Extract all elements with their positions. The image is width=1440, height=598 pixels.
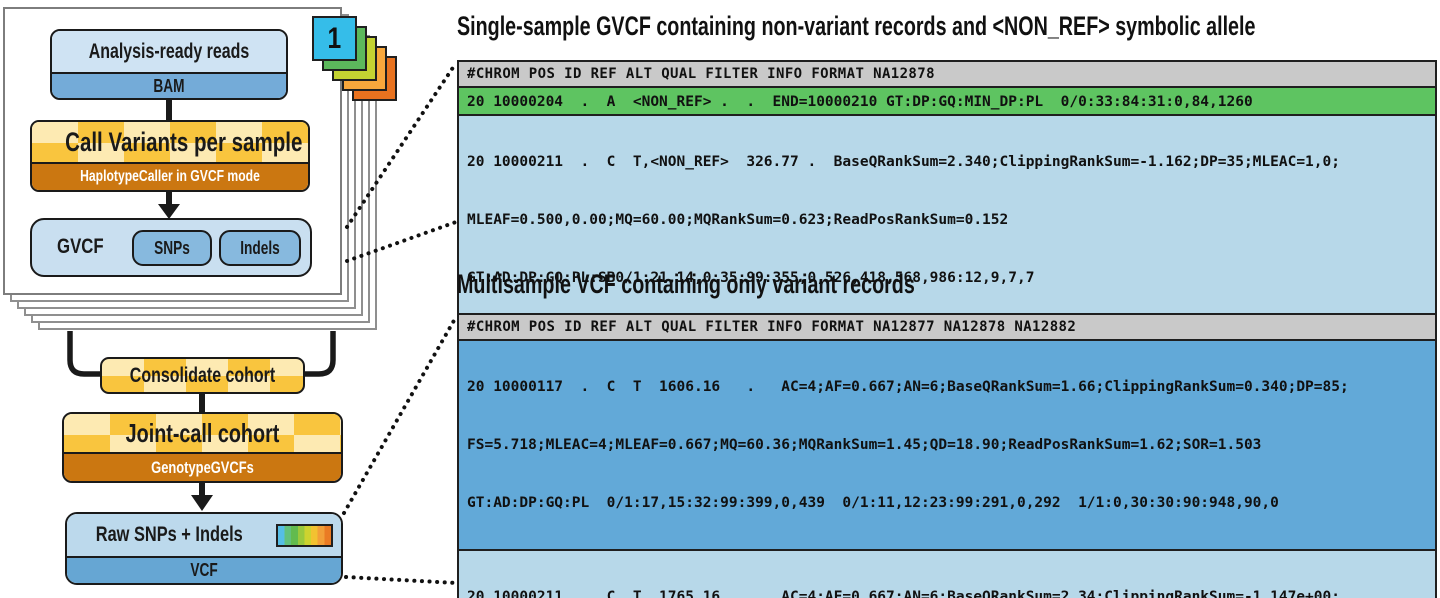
sample-number-card: 1 (312, 16, 357, 61)
vcf-records-table: #CHROM POS ID REF ALT QUAL FILTER INFO F… (457, 313, 1437, 598)
dotted-leader-line (342, 315, 458, 515)
snps-pill: SNPs (132, 230, 212, 266)
record-line: 20 10000117 . C T 1606.16 . AC=4;AF=0.66… (467, 379, 1349, 395)
gvcf-records-table: #CHROM POS ID REF ALT QUAL FILTER INFO F… (457, 60, 1437, 354)
genotypegvcfs-label: GenotypeGVCFs (151, 457, 254, 477)
indels-pill: Indels (219, 230, 301, 266)
haplotypecaller-label: HaplotypeCaller in GVCF mode (80, 168, 260, 185)
table-header-row: #CHROM POS ID REF ALT QUAL FILTER INFO F… (459, 315, 1435, 339)
record-line: FS=5.718;MLEAC=4;MLEAF=0.667;MQ=60.36;MQ… (467, 437, 1262, 453)
call-variants-label: Call Variants per sample (65, 126, 303, 157)
record-line: GT:AD:DP:GQ:PL 0/1:17,15:32:99:399,0,439… (467, 495, 1279, 511)
merge-bracket-right (305, 331, 336, 377)
table-row-nonvariant: 20 10000204 . A <NON_REF> . . END=100002… (459, 86, 1435, 114)
indels-label: Indels (240, 237, 280, 258)
joint-call-cohort-box: Joint-call cohort GenotypeGVCFs (62, 412, 343, 483)
call-variants-box: Call Variants per sample HaplotypeCaller… (30, 120, 310, 192)
table-row-variant: 20 10000211 . C T 1765.16 . AC=4;AF=0.66… (459, 549, 1435, 598)
joint-call-cohort-label: Joint-call cohort (125, 417, 280, 448)
consolidate-cohort-box: Consolidate cohort (100, 357, 305, 394)
bam-label: BAM (153, 75, 185, 96)
sample-number-label: 1 (327, 21, 342, 55)
dotted-leader-line (344, 575, 458, 585)
raw-snps-indels-label: Raw SNPs + Indels (95, 523, 243, 546)
snps-label: SNPs (154, 237, 190, 258)
merge-bracket-left (67, 331, 100, 377)
raw-snps-indels-box: Raw SNPs + Indels VCF (65, 512, 343, 585)
gvcf-panel-title: Single-sample GVCF containing non-varian… (457, 11, 1256, 41)
arrow-down-icon (191, 495, 213, 511)
consolidate-cohort-label: Consolidate cohort (129, 363, 276, 387)
gvcf-box: GVCF SNPs Indels (30, 218, 312, 277)
table-row-variant: 20 10000211 . C T,<NON_REF> 326.77 . Bas… (459, 114, 1435, 324)
vcf-panel-title: Multisample VCF containing only variant … (457, 269, 915, 299)
rainbow-legend-icon (276, 523, 334, 547)
vcf-label: VCF (190, 560, 218, 580)
analysis-ready-reads-label: Analysis-ready reads (88, 39, 250, 63)
record-line: 20 10000211 . C T,<NON_REF> 326.77 . Bas… (467, 154, 1340, 170)
table-row-variant: 20 10000117 . C T 1606.16 . AC=4;AF=0.66… (459, 339, 1435, 549)
record-line: GT:AD:DP:GQ:PL:SB0/1:21,14,0:35:99:355,0… (467, 270, 1035, 286)
gvcf-label: GVCF (57, 235, 104, 258)
record-line: 20 10000211 . C T 1765.16 . AC=4;AF=0.66… (467, 589, 1340, 598)
table-header-row: #CHROM POS ID REF ALT QUAL FILTER INFO F… (459, 62, 1435, 86)
analysis-ready-reads-box: Analysis-ready reads BAM (50, 29, 288, 100)
record-line: MLEAF=0.500,0.00;MQ=60.00;MQRankSum=0.62… (467, 212, 1009, 228)
